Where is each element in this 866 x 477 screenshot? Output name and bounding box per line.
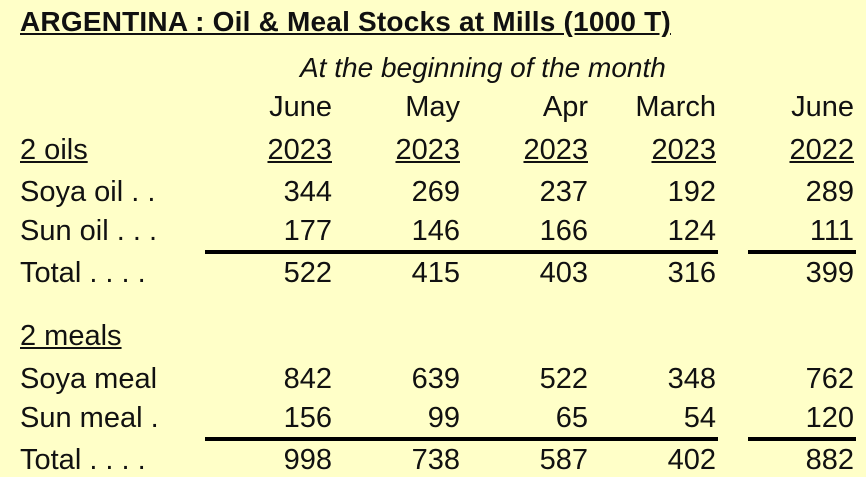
table-cell: 120 bbox=[805, 402, 854, 434]
table-cell: 762 bbox=[805, 363, 854, 395]
oils-total-rule bbox=[205, 250, 718, 254]
row-label: Sun oil . . . bbox=[20, 215, 158, 247]
table-cell: 177 bbox=[283, 215, 332, 247]
total-cell: 998 bbox=[283, 444, 332, 476]
table-cell: 842 bbox=[283, 363, 332, 395]
row-label: Soya meal bbox=[20, 363, 158, 395]
row-label: Soya oil . . bbox=[20, 176, 156, 208]
meals-total-rule bbox=[205, 437, 718, 441]
column-year-4: 2023 bbox=[651, 134, 716, 166]
total-cell: 882 bbox=[805, 444, 854, 476]
table-cell: 269 bbox=[411, 176, 460, 208]
total-cell: 399 bbox=[805, 257, 854, 289]
table-cell: 146 bbox=[411, 215, 460, 247]
table-cell: 639 bbox=[411, 363, 460, 395]
table-cell: 192 bbox=[667, 176, 716, 208]
table-cell: 348 bbox=[667, 363, 716, 395]
total-cell: 403 bbox=[539, 257, 588, 289]
column-month-2: May bbox=[405, 91, 460, 123]
table-cell: 99 bbox=[427, 402, 460, 434]
column-month-3: Apr bbox=[542, 91, 588, 123]
total-cell: 316 bbox=[667, 257, 716, 289]
column-year-1: 2023 bbox=[267, 134, 332, 166]
oils-total-rule-prior-year bbox=[748, 250, 856, 254]
meals-total-label: Total . . . . bbox=[20, 444, 146, 476]
meals-heading: 2 meals bbox=[20, 320, 122, 352]
table-cell: 237 bbox=[539, 176, 588, 208]
column-year-5: 2022 bbox=[789, 134, 854, 166]
oils-heading: 2 oils bbox=[20, 134, 88, 166]
row-label: Sun meal . bbox=[20, 402, 159, 434]
table-cell: 156 bbox=[283, 402, 332, 434]
column-year-2: 2023 bbox=[395, 134, 460, 166]
table-cell: 522 bbox=[539, 363, 588, 395]
column-month-4: March bbox=[635, 91, 716, 123]
table-cell: 344 bbox=[283, 176, 332, 208]
column-month-5: June bbox=[791, 91, 854, 123]
column-month-1: June bbox=[269, 91, 332, 123]
table-cell: 289 bbox=[805, 176, 854, 208]
table-cell: 111 bbox=[809, 215, 854, 247]
meals-total-rule-prior-year bbox=[748, 437, 856, 441]
total-cell: 522 bbox=[283, 257, 332, 289]
total-cell: 587 bbox=[539, 444, 588, 476]
table-subtitle: At the beginning of the month bbox=[300, 52, 666, 83]
page-title: ARGENTINA : Oil & Meal Stocks at Mills (… bbox=[20, 6, 671, 37]
oils-total-label: Total . . . . bbox=[20, 257, 146, 289]
table-cell: 166 bbox=[539, 215, 588, 247]
total-cell: 415 bbox=[411, 257, 460, 289]
column-year-3: 2023 bbox=[523, 134, 588, 166]
total-cell: 402 bbox=[667, 444, 716, 476]
table-cell: 65 bbox=[555, 402, 588, 434]
table-cell: 124 bbox=[667, 215, 716, 247]
table-cell: 54 bbox=[683, 402, 716, 434]
total-cell: 738 bbox=[411, 444, 460, 476]
